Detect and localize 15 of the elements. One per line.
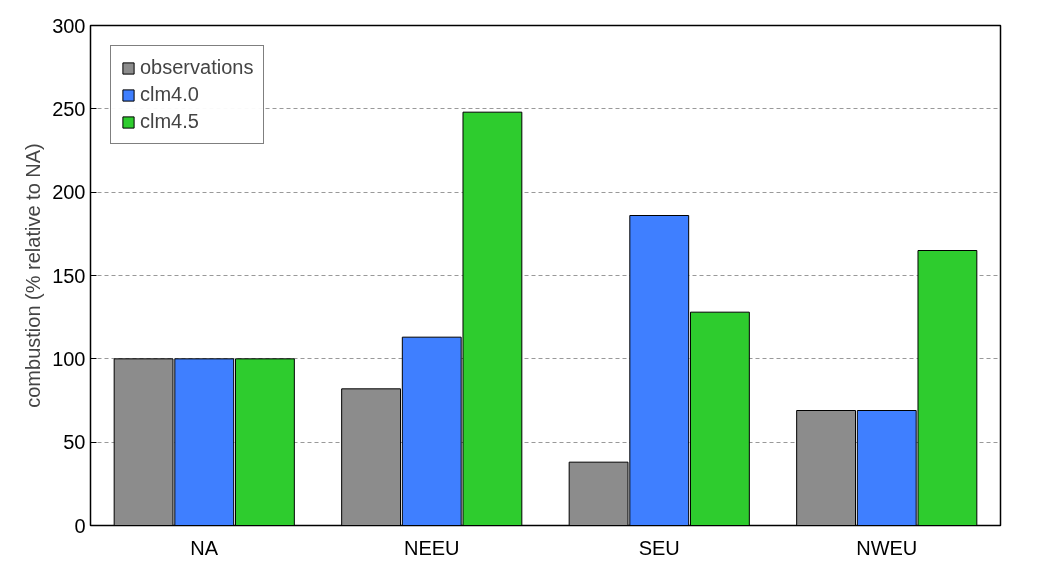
x-tick-label: NA (190, 536, 219, 559)
legend-label: clm4.0 (140, 83, 199, 106)
y-tick-label: 150 (52, 264, 86, 287)
y-tick-label: 250 (52, 97, 86, 120)
y-tick-label: 50 (63, 431, 86, 454)
legend-label: clm4.5 (140, 110, 199, 133)
legend-label: observations (140, 56, 254, 79)
x-tick-label: NEEU (403, 536, 460, 559)
y-tick-label: 200 (52, 181, 86, 204)
x-tick-label: SEU (638, 536, 680, 559)
y-tick-label: 100 (52, 347, 86, 370)
y-tick-label: 300 (52, 14, 86, 37)
y-axis-title: combustion (% relative to NA) (22, 143, 45, 408)
x-tick-label: NWEU (856, 536, 918, 559)
y-tick-label: 0 (74, 514, 86, 537)
